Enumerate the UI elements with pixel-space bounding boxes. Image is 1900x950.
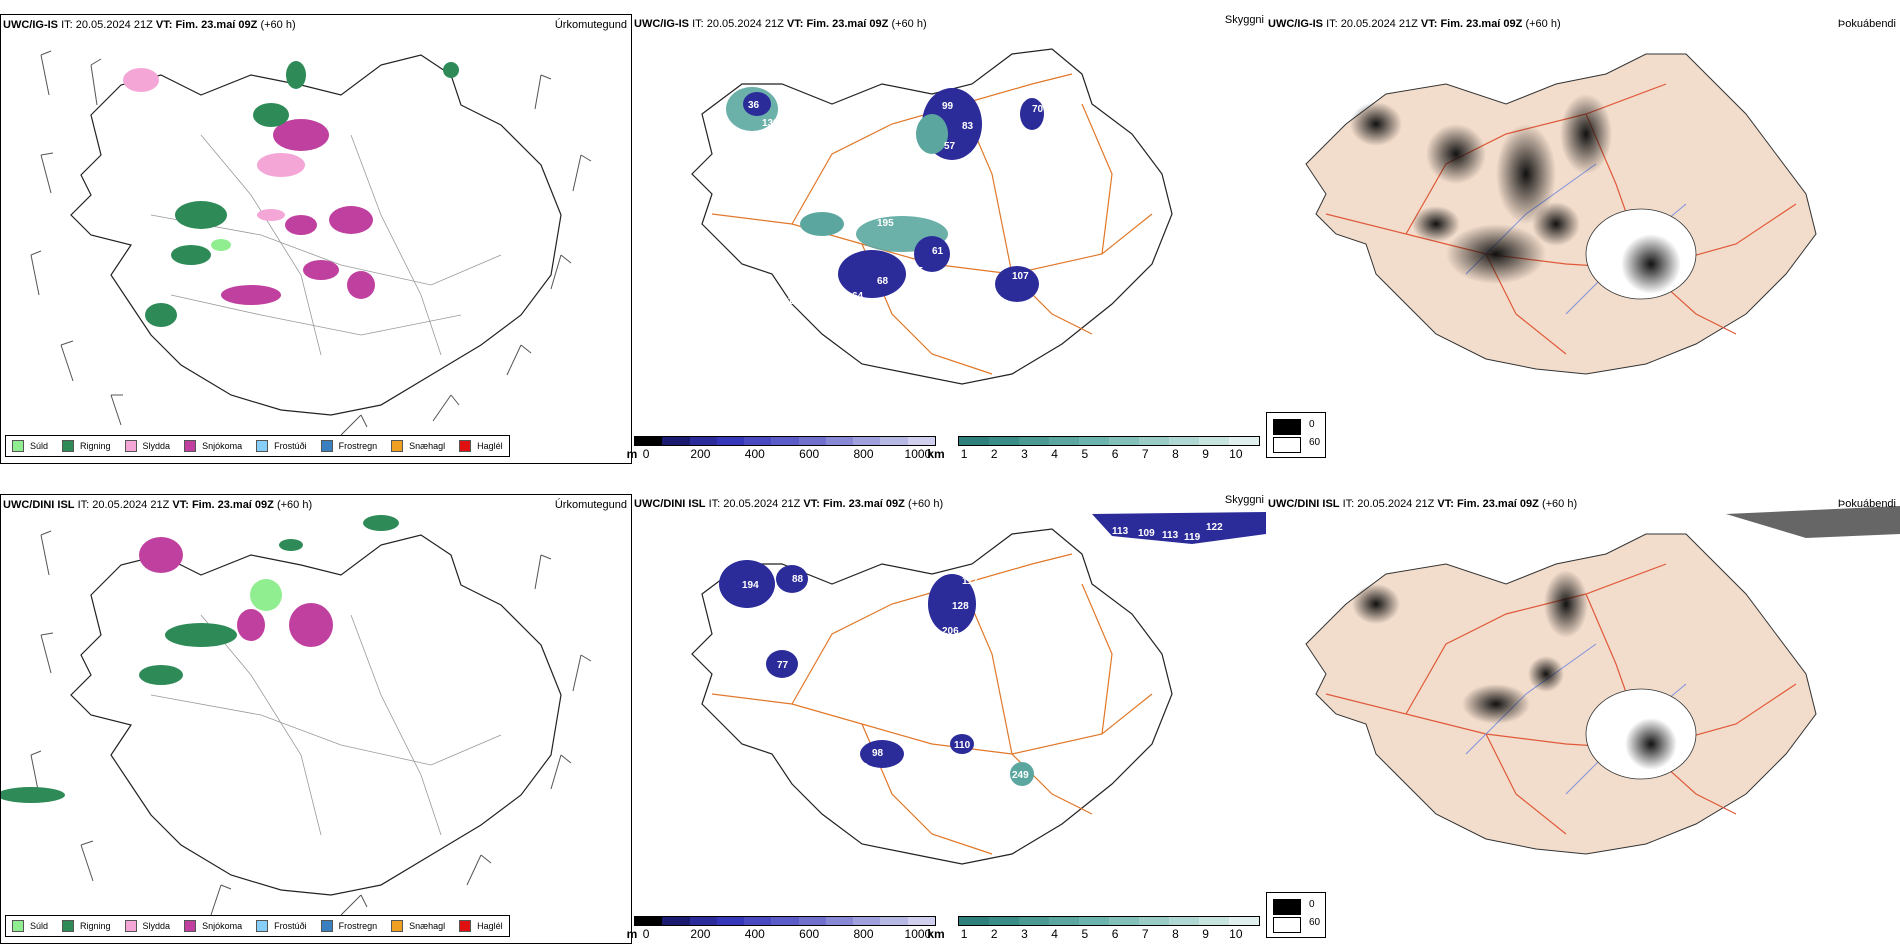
panel-label: Skyggni bbox=[1224, 494, 1264, 506]
ceiling-map-2: 113 109 113 119 122 88 194 77 98 206 110… bbox=[691, 512, 1266, 865]
svg-text:468: 468 bbox=[750, 136, 767, 147]
svg-text:75: 75 bbox=[912, 266, 924, 277]
fog-panel-1: UWC/IG-IS IT: 20.05.2024 21Z VT: Fim. 23… bbox=[1266, 14, 1900, 464]
svg-text:98: 98 bbox=[872, 748, 884, 759]
precip-map-1 bbox=[30, 50, 592, 436]
svg-text:68: 68 bbox=[877, 276, 889, 287]
svg-text:110: 110 bbox=[954, 740, 971, 751]
precip-type-panel-2: UWC/DINI ISL IT: 20.05.2024 21Z VT: Fim.… bbox=[0, 494, 632, 944]
svg-text:57: 57 bbox=[944, 141, 956, 152]
ceiling-colorbar-1: m 0 200 400 600 800 1000 bbox=[627, 436, 936, 461]
precip-areas-2 bbox=[1, 515, 399, 803]
panel-title: UWC/DINI ISL IT: 20.05.2024 21Z VT: Fim.… bbox=[634, 498, 944, 510]
fog-map-1 bbox=[1305, 53, 1817, 375]
svg-text:44: 44 bbox=[752, 156, 764, 167]
svg-text:107: 107 bbox=[1012, 271, 1029, 282]
ceiling-map-1: 36 138 468 99 83 57 120 70 101 61 89 75 … bbox=[691, 48, 1173, 385]
panel-label: Úrkomutegund bbox=[554, 499, 627, 511]
svg-text:210: 210 bbox=[972, 216, 989, 227]
svg-text:122: 122 bbox=[1206, 522, 1223, 533]
fog-land-2 bbox=[1305, 533, 1817, 855]
fog-legend-1: 0 60 bbox=[1266, 412, 1326, 458]
precip-legend: Súld Rigning Slydda Snjókoma Frostúði Fr… bbox=[5, 435, 510, 457]
svg-text:99: 99 bbox=[942, 101, 954, 112]
svg-text:36: 36 bbox=[748, 100, 760, 111]
svg-text:89: 89 bbox=[992, 256, 1004, 267]
iceland-outline-2 bbox=[70, 534, 562, 896]
svg-text:50: 50 bbox=[857, 762, 869, 773]
svg-text:101: 101 bbox=[892, 146, 909, 157]
ceiling-colorbar-2: m 0 200 400 600 800 1000 bbox=[627, 916, 936, 941]
svg-text:113: 113 bbox=[1162, 530, 1179, 541]
svg-text:113: 113 bbox=[1112, 526, 1129, 537]
panel-label: Skyggni bbox=[1224, 14, 1264, 26]
panel-label: Þokuábendi bbox=[1837, 498, 1896, 510]
svg-text:77: 77 bbox=[777, 660, 789, 671]
svg-text:83: 83 bbox=[962, 121, 974, 132]
panel-label: Úrkomutegund bbox=[554, 19, 627, 31]
ceiling-panel-1: 36 138 468 99 83 57 120 70 101 61 89 75 … bbox=[632, 14, 1266, 464]
svg-text:194: 194 bbox=[742, 580, 759, 591]
ceiling-panel-2: 113 109 113 119 122 88 194 77 98 206 110… bbox=[632, 494, 1266, 944]
iceland-outline-1 bbox=[70, 54, 562, 416]
panel-title: UWC/IG-IS IT: 20.05.2024 21Z VT: Fim. 23… bbox=[1268, 18, 1561, 30]
precip-areas-1 bbox=[123, 61, 459, 327]
panel-label: Þokuábendi bbox=[1837, 18, 1896, 30]
svg-text:206: 206 bbox=[942, 626, 959, 637]
visibility-colorbar-2: km 1 2 3 4 5 6 7 8 9 10 bbox=[927, 916, 1260, 941]
precip-map-2 bbox=[1, 515, 592, 916]
svg-text:138: 138 bbox=[762, 118, 779, 129]
panel-title: UWC/DINI ISL IT: 20.05.2024 21Z VT: Fim.… bbox=[1268, 498, 1578, 510]
fog-legend-2: 0 60 bbox=[1266, 892, 1326, 938]
panel-title: UWC/IG-IS IT: 20.05.2024 21Z VT: Fim. 23… bbox=[3, 19, 296, 31]
precip-legend: Súld Rigning Slydda Snjókoma Frostúði Fr… bbox=[5, 915, 510, 937]
svg-text:120: 120 bbox=[937, 181, 954, 192]
fog-panel-2: UWC/DINI ISL IT: 20.05.2024 21Z VT: Fim.… bbox=[1266, 494, 1900, 944]
fog-areas-1 bbox=[1350, 94, 1697, 300]
svg-text:109: 109 bbox=[1138, 528, 1155, 539]
precip-type-panel-1: UWC/IG-IS IT: 20.05.2024 21Z VT: Fim. 23… bbox=[0, 14, 632, 464]
svg-text:249: 249 bbox=[1012, 770, 1029, 781]
svg-text:61: 61 bbox=[932, 246, 944, 257]
svg-text:195: 195 bbox=[877, 218, 894, 229]
svg-text:119: 119 bbox=[1184, 532, 1201, 543]
panel-title: UWC/DINI ISL IT: 20.05.2024 21Z VT: Fim.… bbox=[3, 499, 313, 511]
svg-text:139: 139 bbox=[1062, 306, 1079, 317]
svg-text:31: 31 bbox=[782, 296, 794, 307]
svg-text:70: 70 bbox=[1032, 104, 1044, 115]
svg-text:117: 117 bbox=[962, 576, 979, 587]
visibility-colorbar-1: km 1 2 3 4 5 6 7 8 9 10 bbox=[927, 436, 1260, 461]
svg-text:88: 88 bbox=[792, 574, 804, 585]
svg-text:128: 128 bbox=[952, 601, 969, 612]
wind-barbs-1 bbox=[30, 50, 592, 436]
fog-map-2 bbox=[1305, 506, 1900, 855]
ceiling-areas-1 bbox=[726, 87, 1044, 302]
svg-text:64: 64 bbox=[852, 291, 864, 302]
panel-title: UWC/IG-IS IT: 20.05.2024 21Z VT: Fim. 23… bbox=[634, 18, 927, 30]
